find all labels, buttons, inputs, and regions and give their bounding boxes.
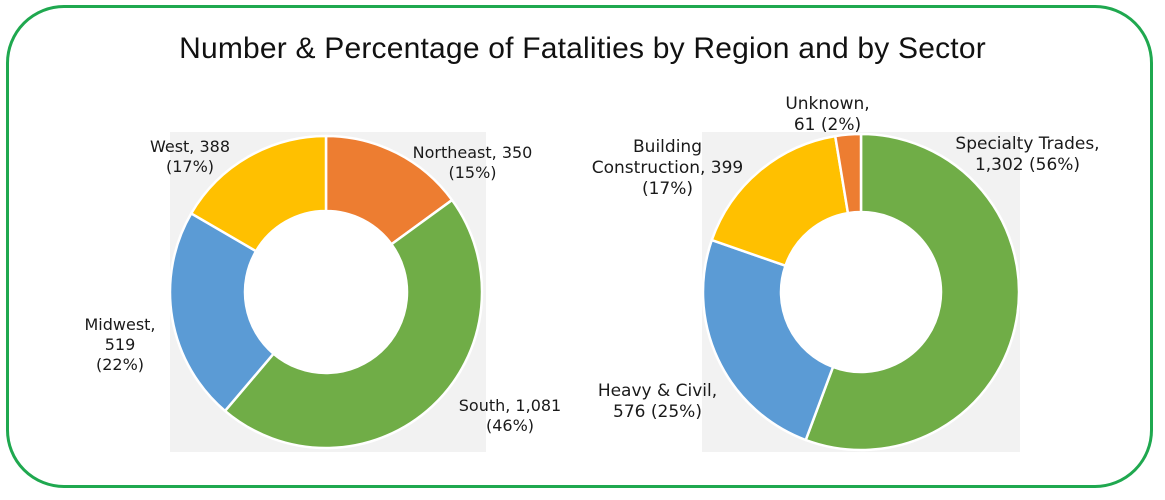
region-donut-hole — [245, 211, 407, 373]
label-midwest: Midwest, 519 (22%) — [84, 315, 156, 374]
label-west: West, 388 (17%) — [149, 137, 231, 176]
label-northeast: Northeast, 350 (15%) — [412, 143, 533, 182]
label-building-construction: Building Construction, 399 (17%) — [591, 137, 744, 199]
chart-title: Number & Percentage of Fatalities by Reg… — [179, 32, 986, 65]
label-heavy-civil: Heavy & Civil, 576 (25%) — [597, 381, 718, 422]
sector-donut-hole — [781, 212, 941, 372]
label-unknown: Unknown, 61 (2%) — [785, 94, 870, 135]
label-south: South, 1,081 (46%) — [458, 396, 562, 435]
label-specialty-trades: Specialty Trades, 1,302 (56%) — [955, 134, 1100, 175]
